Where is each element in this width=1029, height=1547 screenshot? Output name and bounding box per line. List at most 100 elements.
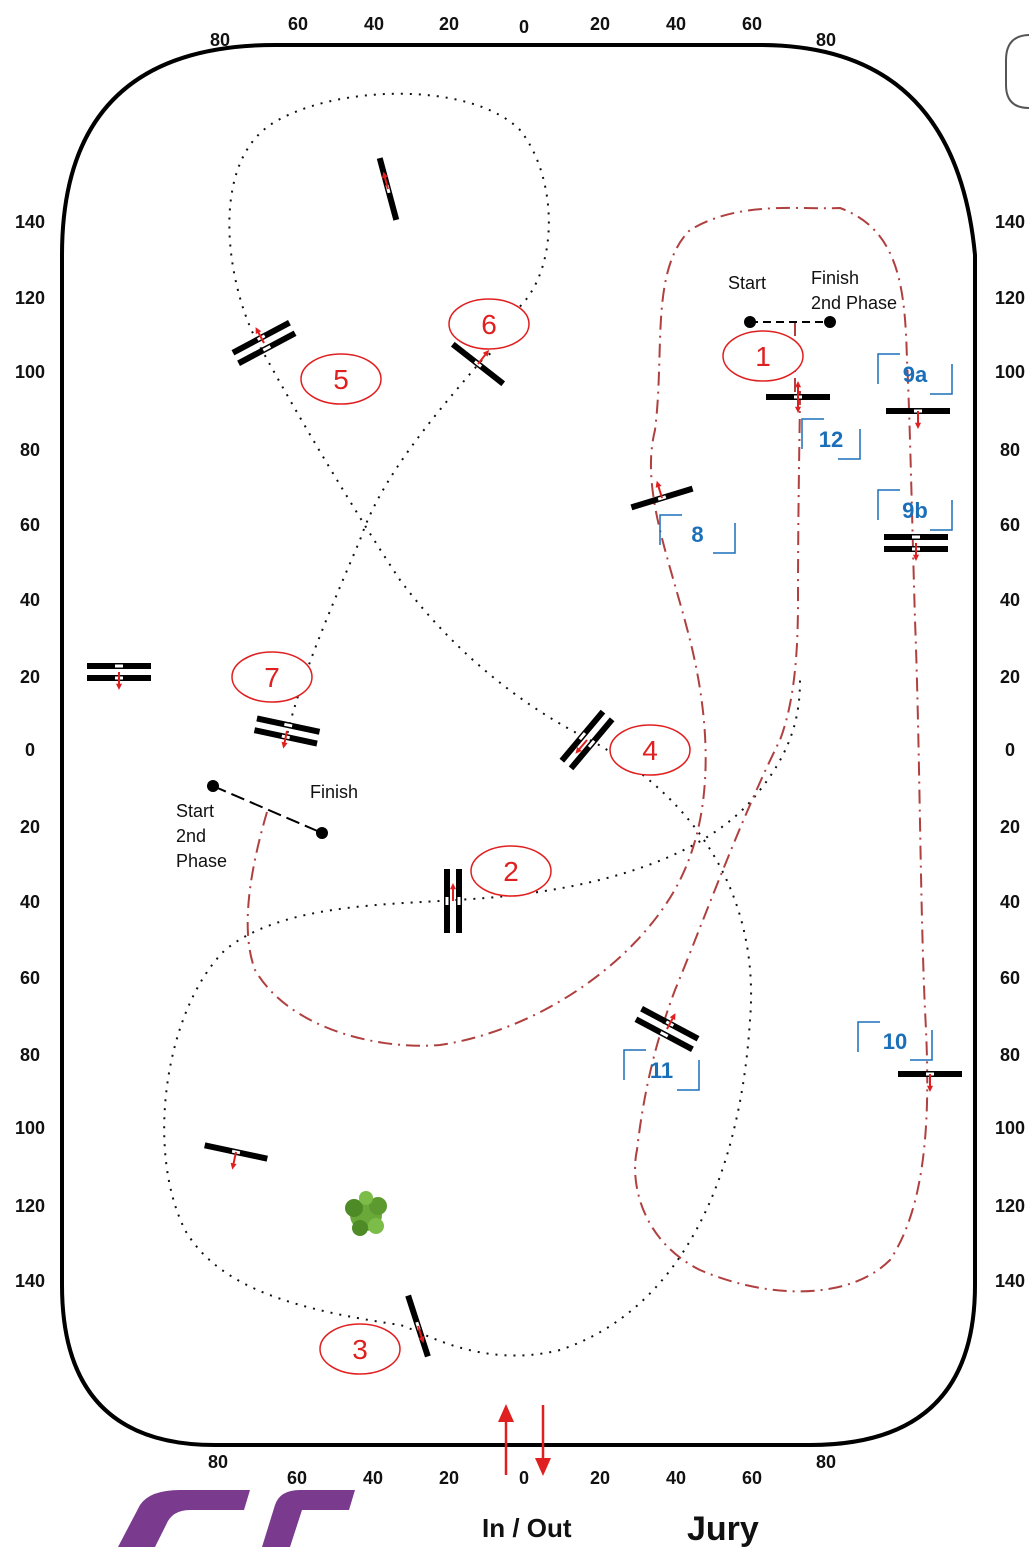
axis-top-label: 20 <box>590 14 610 34</box>
direction-arrow-icon <box>655 480 663 499</box>
phase-one-track-seven <box>286 359 483 736</box>
bracket-corner <box>857 1021 880 1052</box>
jump-number-oval <box>231 651 313 703</box>
obstacle <box>559 709 615 771</box>
obstacle <box>231 320 297 366</box>
phase-two-number-text: 9a <box>903 362 928 387</box>
axis-left-label: 0 <box>25 740 35 760</box>
axis-left-label: 140 <box>15 1271 45 1291</box>
axis-bottom-labels: 80 60 40 20 0 20 40 60 80 <box>208 1452 836 1488</box>
axis-right-label: 20 <box>1000 667 1020 687</box>
jump-number-oval <box>448 298 530 350</box>
direction-arrow-icon <box>281 730 288 749</box>
obstacle <box>204 1142 268 1170</box>
start-2nd-label-line2: 2nd <box>176 826 206 846</box>
obstacle-rail-stripe <box>578 732 587 741</box>
obstacle <box>886 408 950 429</box>
axis-right-label: 120 <box>995 288 1025 308</box>
phase-two-number-9a: 9a <box>877 353 953 395</box>
out-arrow-head <box>535 1458 551 1476</box>
in-arrow-head <box>498 1404 514 1422</box>
obstacle <box>376 157 400 221</box>
jump-number-oval <box>609 724 691 776</box>
jump-number-text: 6 <box>481 309 497 340</box>
obstacle-rail-stripe <box>115 664 123 668</box>
direction-arrow-icon <box>912 543 920 561</box>
jury-label: Jury <box>687 1510 759 1547</box>
bracket-corner <box>910 1030 933 1061</box>
obstacle <box>450 341 506 387</box>
direction-arrow-icon <box>914 411 922 429</box>
axis-left-label: 120 <box>15 288 45 308</box>
axis-top-label: 60 <box>742 14 762 34</box>
jump-number-text: 3 <box>352 1334 368 1365</box>
axis-bottom-label: 80 <box>208 1452 228 1472</box>
finish-marker <box>316 827 328 839</box>
arena-boundary <box>60 43 977 1447</box>
obstacle <box>630 480 694 511</box>
obstacle <box>405 1294 431 1358</box>
axis-left-label: 60 <box>20 515 40 535</box>
obstacle <box>87 663 151 690</box>
phase-one-labels: 1 2 3 4 5 6 7 <box>231 298 804 1375</box>
obstacle <box>444 869 462 933</box>
bracket-corner <box>713 523 736 554</box>
obstacle-rail-stripe <box>262 345 272 352</box>
direction-arrow-icon <box>794 381 802 413</box>
axis-left-label: 40 <box>20 892 40 912</box>
axis-right-label: 80 <box>1000 440 1020 460</box>
bracket-corner <box>930 500 953 531</box>
axis-bottom-label: 60 <box>742 1468 762 1488</box>
jump-number-text: 5 <box>333 364 349 395</box>
axis-top-label: 20 <box>439 14 459 34</box>
axis-top-label: 40 <box>364 14 384 34</box>
axis-bottom-label: 80 <box>816 1452 836 1472</box>
start-finish-line-bottom <box>212 785 323 834</box>
phase-two-number-text: 11 <box>650 1058 673 1083</box>
start-2nd-marker <box>207 780 219 792</box>
axis-bottom-label: 0 <box>519 1468 529 1488</box>
axis-right-label: 100 <box>995 362 1025 382</box>
jump-number-4: 4 <box>609 724 691 776</box>
bracket-corner <box>623 1049 646 1080</box>
finish-2nd-label-line1: Finish <box>811 268 859 288</box>
axis-left-label: 80 <box>20 440 40 460</box>
direction-arrow-icon <box>417 1325 425 1344</box>
axis-left-label: 100 <box>15 362 45 382</box>
axis-top-label: 80 <box>816 30 836 50</box>
direction-arrow-icon <box>230 1151 237 1170</box>
direction-arrow-icon <box>449 883 457 901</box>
phase-two-number-text: 8 <box>691 522 703 547</box>
bracket-corner <box>677 1060 700 1091</box>
start-label: Start <box>728 273 766 293</box>
axis-right-label: 60 <box>1000 515 1020 535</box>
start-2nd-label-line3: Phase <box>176 851 227 871</box>
axis-right-label: 60 <box>1000 968 1020 988</box>
bracket-corner <box>838 429 861 460</box>
axis-left-label: 140 <box>15 212 45 232</box>
jump-number-1: 1 <box>722 330 804 382</box>
direction-arrow-icon <box>477 349 490 365</box>
axis-right-label: 40 <box>1000 892 1020 912</box>
obstacle-rail-stripe <box>445 897 449 905</box>
axis-right-label: 20 <box>1000 817 1020 837</box>
axis-top-label: 60 <box>288 14 308 34</box>
axis-top-label: 0 <box>519 17 529 37</box>
obstacle <box>766 381 830 413</box>
finish-2nd-marker <box>824 316 836 328</box>
obstacle <box>884 534 948 561</box>
axis-right-label: 100 <box>995 1118 1025 1138</box>
phase-two-labels: 8 9a 9b 10 11 12 <box>623 353 953 1091</box>
axis-left-label: 20 <box>20 667 40 687</box>
cropped-panel <box>1005 34 1029 109</box>
obstacle <box>898 1071 962 1092</box>
obstacle <box>634 1006 700 1052</box>
phase-two-number-9b: 9b <box>877 489 953 531</box>
axis-bottom-label: 60 <box>287 1468 307 1488</box>
axis-bottom-label: 20 <box>439 1468 459 1488</box>
axis-left-label: 40 <box>20 590 40 610</box>
phase-two-number-11: 11 <box>623 1049 700 1091</box>
phase-two-number-text: 10 <box>883 1029 907 1054</box>
jump-number-6: 6 <box>448 298 530 350</box>
axis-right-label: 80 <box>1000 1045 1020 1065</box>
